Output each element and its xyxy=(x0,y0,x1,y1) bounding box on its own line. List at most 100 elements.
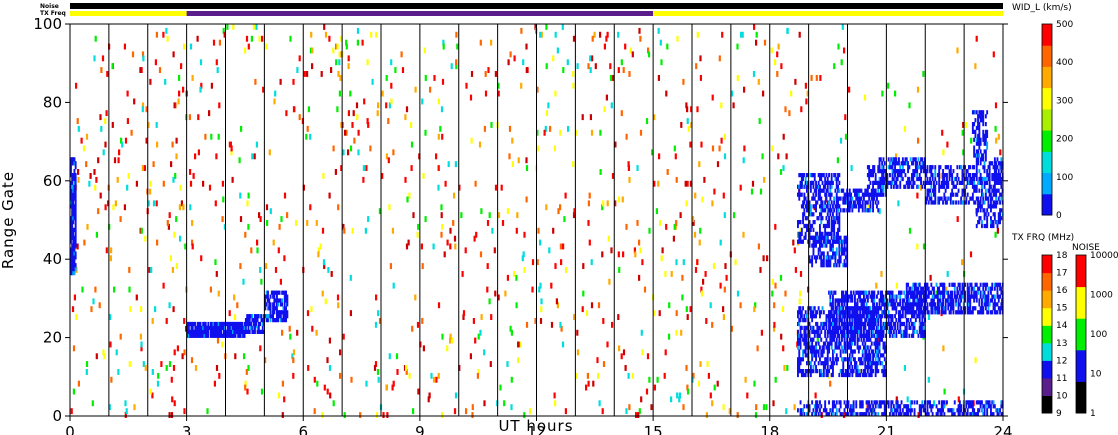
echo-cell xyxy=(993,184,996,189)
echo-cell xyxy=(968,298,970,303)
echo-cell xyxy=(817,196,820,201)
echo-cell xyxy=(907,302,909,307)
echo-cell xyxy=(982,114,985,119)
echo-cell xyxy=(811,255,814,260)
echo-cell xyxy=(964,176,966,182)
echo-cell xyxy=(909,408,912,413)
echo-cell xyxy=(926,165,929,170)
echo-cell xyxy=(876,306,878,311)
echo-cell xyxy=(911,290,913,295)
scatter-point xyxy=(741,31,744,38)
echo-cell xyxy=(838,321,841,327)
scatter-point xyxy=(430,372,433,379)
echo-cell xyxy=(977,208,979,213)
echo-cell xyxy=(883,314,886,319)
echo-cell xyxy=(828,400,830,405)
echo-cell xyxy=(993,192,996,197)
echo-cell xyxy=(995,282,998,287)
echo-cell xyxy=(255,321,258,327)
scatter-point xyxy=(680,329,683,336)
echo-cell xyxy=(907,169,909,174)
scatter-point xyxy=(609,63,612,70)
echo-cell xyxy=(890,404,893,409)
echo-cell xyxy=(857,372,860,378)
echo-cell xyxy=(872,165,874,170)
scatter-point xyxy=(149,78,152,85)
echo-cell xyxy=(916,298,919,303)
echo-cell xyxy=(890,157,893,162)
echo-cell xyxy=(829,180,832,185)
echo-cell xyxy=(895,408,898,413)
echo-cell xyxy=(904,173,907,178)
echo-cell xyxy=(838,220,841,225)
echo-cell xyxy=(856,192,859,197)
echo-cell xyxy=(988,169,991,174)
echo-cell xyxy=(856,302,859,307)
echo-cell xyxy=(955,184,957,189)
echo-cell xyxy=(926,400,929,405)
echo-cell xyxy=(900,169,903,174)
echo-cell xyxy=(825,239,828,244)
scatter-point xyxy=(916,192,919,199)
scatter-point xyxy=(281,329,284,336)
echo-cell xyxy=(859,200,862,205)
echo-cell xyxy=(983,223,986,229)
echo-cell xyxy=(199,325,202,330)
echo-cell xyxy=(943,412,946,417)
scatter-point xyxy=(840,59,843,66)
echo-cell xyxy=(822,310,825,315)
echo-cell xyxy=(843,235,846,240)
echo-cell xyxy=(995,200,998,205)
echo-cell xyxy=(859,321,862,327)
echo-cell xyxy=(930,282,933,287)
echo-cell xyxy=(968,306,970,311)
echo-cell xyxy=(911,173,913,178)
scatter-point xyxy=(125,408,128,415)
scatter-point xyxy=(722,306,725,313)
echo-cell xyxy=(803,329,806,334)
echo-cell xyxy=(854,361,856,366)
scatter-point xyxy=(661,247,664,254)
scatter-point xyxy=(794,78,797,85)
scatter-point xyxy=(111,63,114,70)
echo-cell xyxy=(850,329,852,334)
echo-cell xyxy=(920,404,922,409)
echo-cell xyxy=(220,329,223,334)
echo-cell xyxy=(873,188,876,193)
scatter-point xyxy=(762,404,766,411)
echo-cell xyxy=(975,165,978,170)
echo-cell xyxy=(920,329,922,334)
scatter-point xyxy=(736,75,739,81)
echo-cell xyxy=(816,329,819,334)
echo-cell xyxy=(974,412,977,417)
scatter-point xyxy=(451,337,454,344)
echo-cell xyxy=(917,157,920,162)
scatter-point xyxy=(494,290,497,297)
echo-cell xyxy=(899,318,902,323)
echo-cell xyxy=(894,408,896,413)
echo-cell xyxy=(857,192,860,197)
echo-cell xyxy=(856,290,859,295)
scatter-point xyxy=(480,208,483,215)
echo-cell xyxy=(803,192,806,197)
echo-cell xyxy=(799,361,802,366)
echo-cell xyxy=(70,184,72,189)
echo-cell xyxy=(960,294,963,299)
scatter-point xyxy=(142,361,145,367)
echo-cell xyxy=(895,412,898,417)
echo-cell xyxy=(847,314,850,319)
scatter-point xyxy=(685,200,688,207)
echo-cell xyxy=(804,329,807,334)
echo-cell xyxy=(73,192,76,197)
echo-cell xyxy=(816,239,819,244)
echo-cell xyxy=(899,325,902,330)
echo-cell xyxy=(992,176,995,182)
echo-cell xyxy=(898,157,900,162)
echo-cell xyxy=(816,400,819,405)
scatter-point xyxy=(742,231,745,238)
echo-cell xyxy=(887,157,890,162)
echo-cell xyxy=(927,200,930,205)
echo-cell xyxy=(809,325,812,330)
echo-cell xyxy=(958,286,961,291)
scatter-point xyxy=(525,165,529,171)
